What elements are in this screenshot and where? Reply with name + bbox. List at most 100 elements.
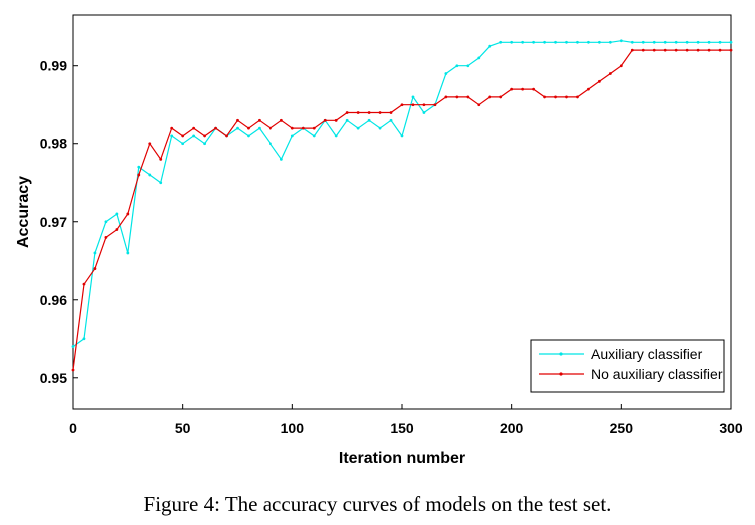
x-tick-label: 200 xyxy=(500,420,524,436)
series-1-point xyxy=(652,48,656,52)
series-1-point xyxy=(674,48,678,52)
series-1-point xyxy=(301,126,305,130)
series-1-point xyxy=(718,48,722,52)
legend-box xyxy=(530,339,725,393)
x-tick-label: 0 xyxy=(69,420,77,436)
series-1-point xyxy=(411,103,415,107)
series-1-point xyxy=(258,118,261,122)
series-0-point xyxy=(378,126,382,130)
legend-marker-auxiliary xyxy=(559,352,563,356)
series-0-point xyxy=(181,142,185,146)
series-0-point xyxy=(411,95,415,99)
series-0-point xyxy=(269,142,272,146)
series-0-point xyxy=(565,40,568,44)
x-axis-title: Iteration number xyxy=(339,450,465,467)
series-1-point xyxy=(488,95,492,99)
series-1-point xyxy=(433,103,437,107)
y-axis-title: Accuracy xyxy=(15,176,32,248)
x-tick-label: 250 xyxy=(610,420,634,436)
series-1-point xyxy=(587,87,590,91)
legend-label-auxiliary: Auxiliary classifier xyxy=(591,346,703,362)
series-0-point xyxy=(192,134,196,138)
series-1-point xyxy=(115,228,119,231)
series-0-point xyxy=(422,111,426,114)
series-1-point xyxy=(71,368,75,372)
y-tick-label: 0.96 xyxy=(40,292,67,308)
series-1-point xyxy=(104,235,108,239)
series-0-point xyxy=(576,40,579,44)
x-axis: 0 50 100 150 200 250 300 xyxy=(69,404,743,436)
series-0-point xyxy=(236,126,239,130)
series-layer xyxy=(71,39,733,372)
series-0-point xyxy=(126,251,130,255)
x-tick-label: 300 xyxy=(719,420,743,436)
series-0-point xyxy=(279,157,283,161)
series-0-point xyxy=(630,40,634,44)
series-1-point xyxy=(312,126,316,130)
y-tick-label: 0.99 xyxy=(40,58,67,74)
series-0-point xyxy=(532,40,535,44)
series-1-point xyxy=(93,267,97,270)
series-1-point xyxy=(159,157,163,161)
series-0-point xyxy=(258,126,261,130)
series-1-point xyxy=(598,79,601,83)
series-1-point xyxy=(576,95,579,99)
series-0-point xyxy=(554,40,557,44)
series-1-point xyxy=(82,282,86,286)
series-1-point xyxy=(247,126,250,130)
series-0-point xyxy=(521,40,525,44)
series-1-point xyxy=(444,95,448,99)
series-0-point xyxy=(115,212,119,216)
series-1-point xyxy=(499,95,503,99)
series-1-point xyxy=(510,87,514,91)
series-1-point xyxy=(477,103,481,107)
y-tick-label: 0.97 xyxy=(40,214,67,230)
series-0-point xyxy=(510,40,514,44)
series-1-point xyxy=(378,111,382,114)
series-1-point xyxy=(236,118,239,122)
series-1-point xyxy=(345,111,349,114)
series-1-point xyxy=(641,48,645,52)
series-1-point xyxy=(269,126,272,130)
series-1-point xyxy=(565,95,568,99)
legend: Auxiliary classifier No auxiliary classi… xyxy=(530,339,725,393)
series-1-point xyxy=(422,103,426,107)
y-tick-label: 0.95 xyxy=(40,370,67,386)
series-1-point xyxy=(170,126,174,130)
series-1-point xyxy=(356,111,360,114)
series-0-point xyxy=(334,134,338,138)
series-0-point xyxy=(367,118,371,122)
y-axis: 0.95 0.96 0.97 0.98 0.99 xyxy=(40,58,78,386)
series-1-point xyxy=(532,87,535,91)
series-0-point xyxy=(345,118,349,122)
series-1-point xyxy=(608,72,612,75)
series-1-point xyxy=(148,142,152,146)
series-0-point xyxy=(466,64,470,68)
series-0-point xyxy=(598,40,601,44)
series-0-point xyxy=(247,134,250,138)
y-tick-label: 0.98 xyxy=(40,136,67,152)
series-0-point xyxy=(499,40,503,44)
series-1-point xyxy=(323,118,327,122)
series-0-point xyxy=(488,44,492,48)
series-0-point xyxy=(619,39,623,43)
series-0-point xyxy=(203,142,207,146)
series-0-point xyxy=(696,40,700,44)
series-1-point xyxy=(685,48,689,52)
series-0-point xyxy=(455,64,459,68)
series-1-point xyxy=(521,87,525,91)
series-1-point xyxy=(400,103,404,107)
series-1-point xyxy=(126,212,130,216)
series-0-point xyxy=(444,72,448,75)
series-0-point xyxy=(652,40,656,44)
series-0-point xyxy=(707,40,711,44)
figure-caption: Figure 4: The accuracy curves of models … xyxy=(143,492,612,516)
series-0-point xyxy=(170,134,174,138)
series-1-point xyxy=(334,118,338,122)
x-tick-label: 50 xyxy=(175,420,191,436)
series-1-point xyxy=(466,95,470,99)
series-0-point xyxy=(290,134,294,138)
series-1-point xyxy=(279,118,283,122)
series-1-point xyxy=(203,134,207,138)
series-1-point xyxy=(729,48,733,52)
